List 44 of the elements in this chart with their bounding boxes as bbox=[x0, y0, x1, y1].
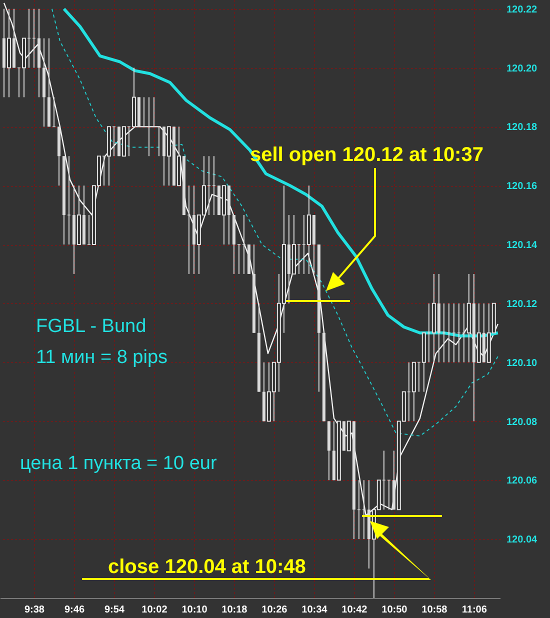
candlestick bbox=[357, 480, 360, 540]
candlestick bbox=[67, 156, 70, 245]
x-tick-label: 10:18 bbox=[222, 604, 248, 616]
candlestick bbox=[387, 480, 390, 510]
y-tick-label: 120.14 bbox=[506, 240, 538, 251]
candlestick bbox=[452, 302, 456, 363]
x-tick-label: 10:58 bbox=[422, 604, 448, 616]
candlestick bbox=[157, 126, 160, 157]
candlestick bbox=[362, 480, 366, 540]
annotation: close 120.04 at 10:48 bbox=[108, 556, 306, 578]
candlestick bbox=[442, 302, 446, 363]
candlestick bbox=[242, 214, 246, 274]
y-tick-label: 120.12 bbox=[506, 298, 538, 310]
x-tick-label: 10:10 bbox=[182, 604, 208, 616]
candlestick bbox=[447, 302, 450, 363]
candlestick bbox=[52, 96, 56, 128]
y-tick-label: 120.08 bbox=[506, 416, 538, 428]
x-tick-label: 10:26 bbox=[262, 604, 288, 616]
x-tick-label: 10:50 bbox=[382, 604, 408, 616]
candlestick bbox=[212, 156, 216, 216]
annotation: FGBL - Bund bbox=[36, 316, 146, 337]
candlestick bbox=[152, 96, 156, 128]
y-tick-label: 120.22 bbox=[506, 4, 538, 16]
x-tick-label: 10:02 bbox=[142, 604, 168, 616]
candlestick bbox=[237, 244, 240, 274]
x-tick-label: 9:38 bbox=[24, 604, 45, 616]
candlestick bbox=[147, 96, 150, 157]
candlestick bbox=[457, 302, 460, 363]
candlestick bbox=[187, 185, 190, 274]
annotation: цена 1 пункта = 10 eur bbox=[20, 453, 218, 474]
candlestick bbox=[32, 8, 36, 68]
y-tick-label: 120.04 bbox=[506, 534, 538, 546]
candlestick bbox=[142, 96, 146, 128]
x-tick-label: 9:54 bbox=[104, 604, 125, 616]
x-tick-label: 10:34 bbox=[302, 604, 328, 616]
x-tick-label: 11:06 bbox=[462, 604, 488, 616]
y-tick-label: 120.10 bbox=[506, 358, 538, 369]
y-tick-label: 120.18 bbox=[506, 122, 538, 134]
y-tick-label: 120.16 bbox=[506, 181, 538, 192]
annotation: 11 мин = 8 pips bbox=[36, 347, 168, 368]
x-tick-label: 9:46 bbox=[64, 604, 85, 616]
y-tick-label: 120.06 bbox=[506, 476, 538, 487]
x-tick-label: 10:42 bbox=[342, 604, 368, 616]
y-tick-label: 120.20 bbox=[506, 63, 538, 74]
